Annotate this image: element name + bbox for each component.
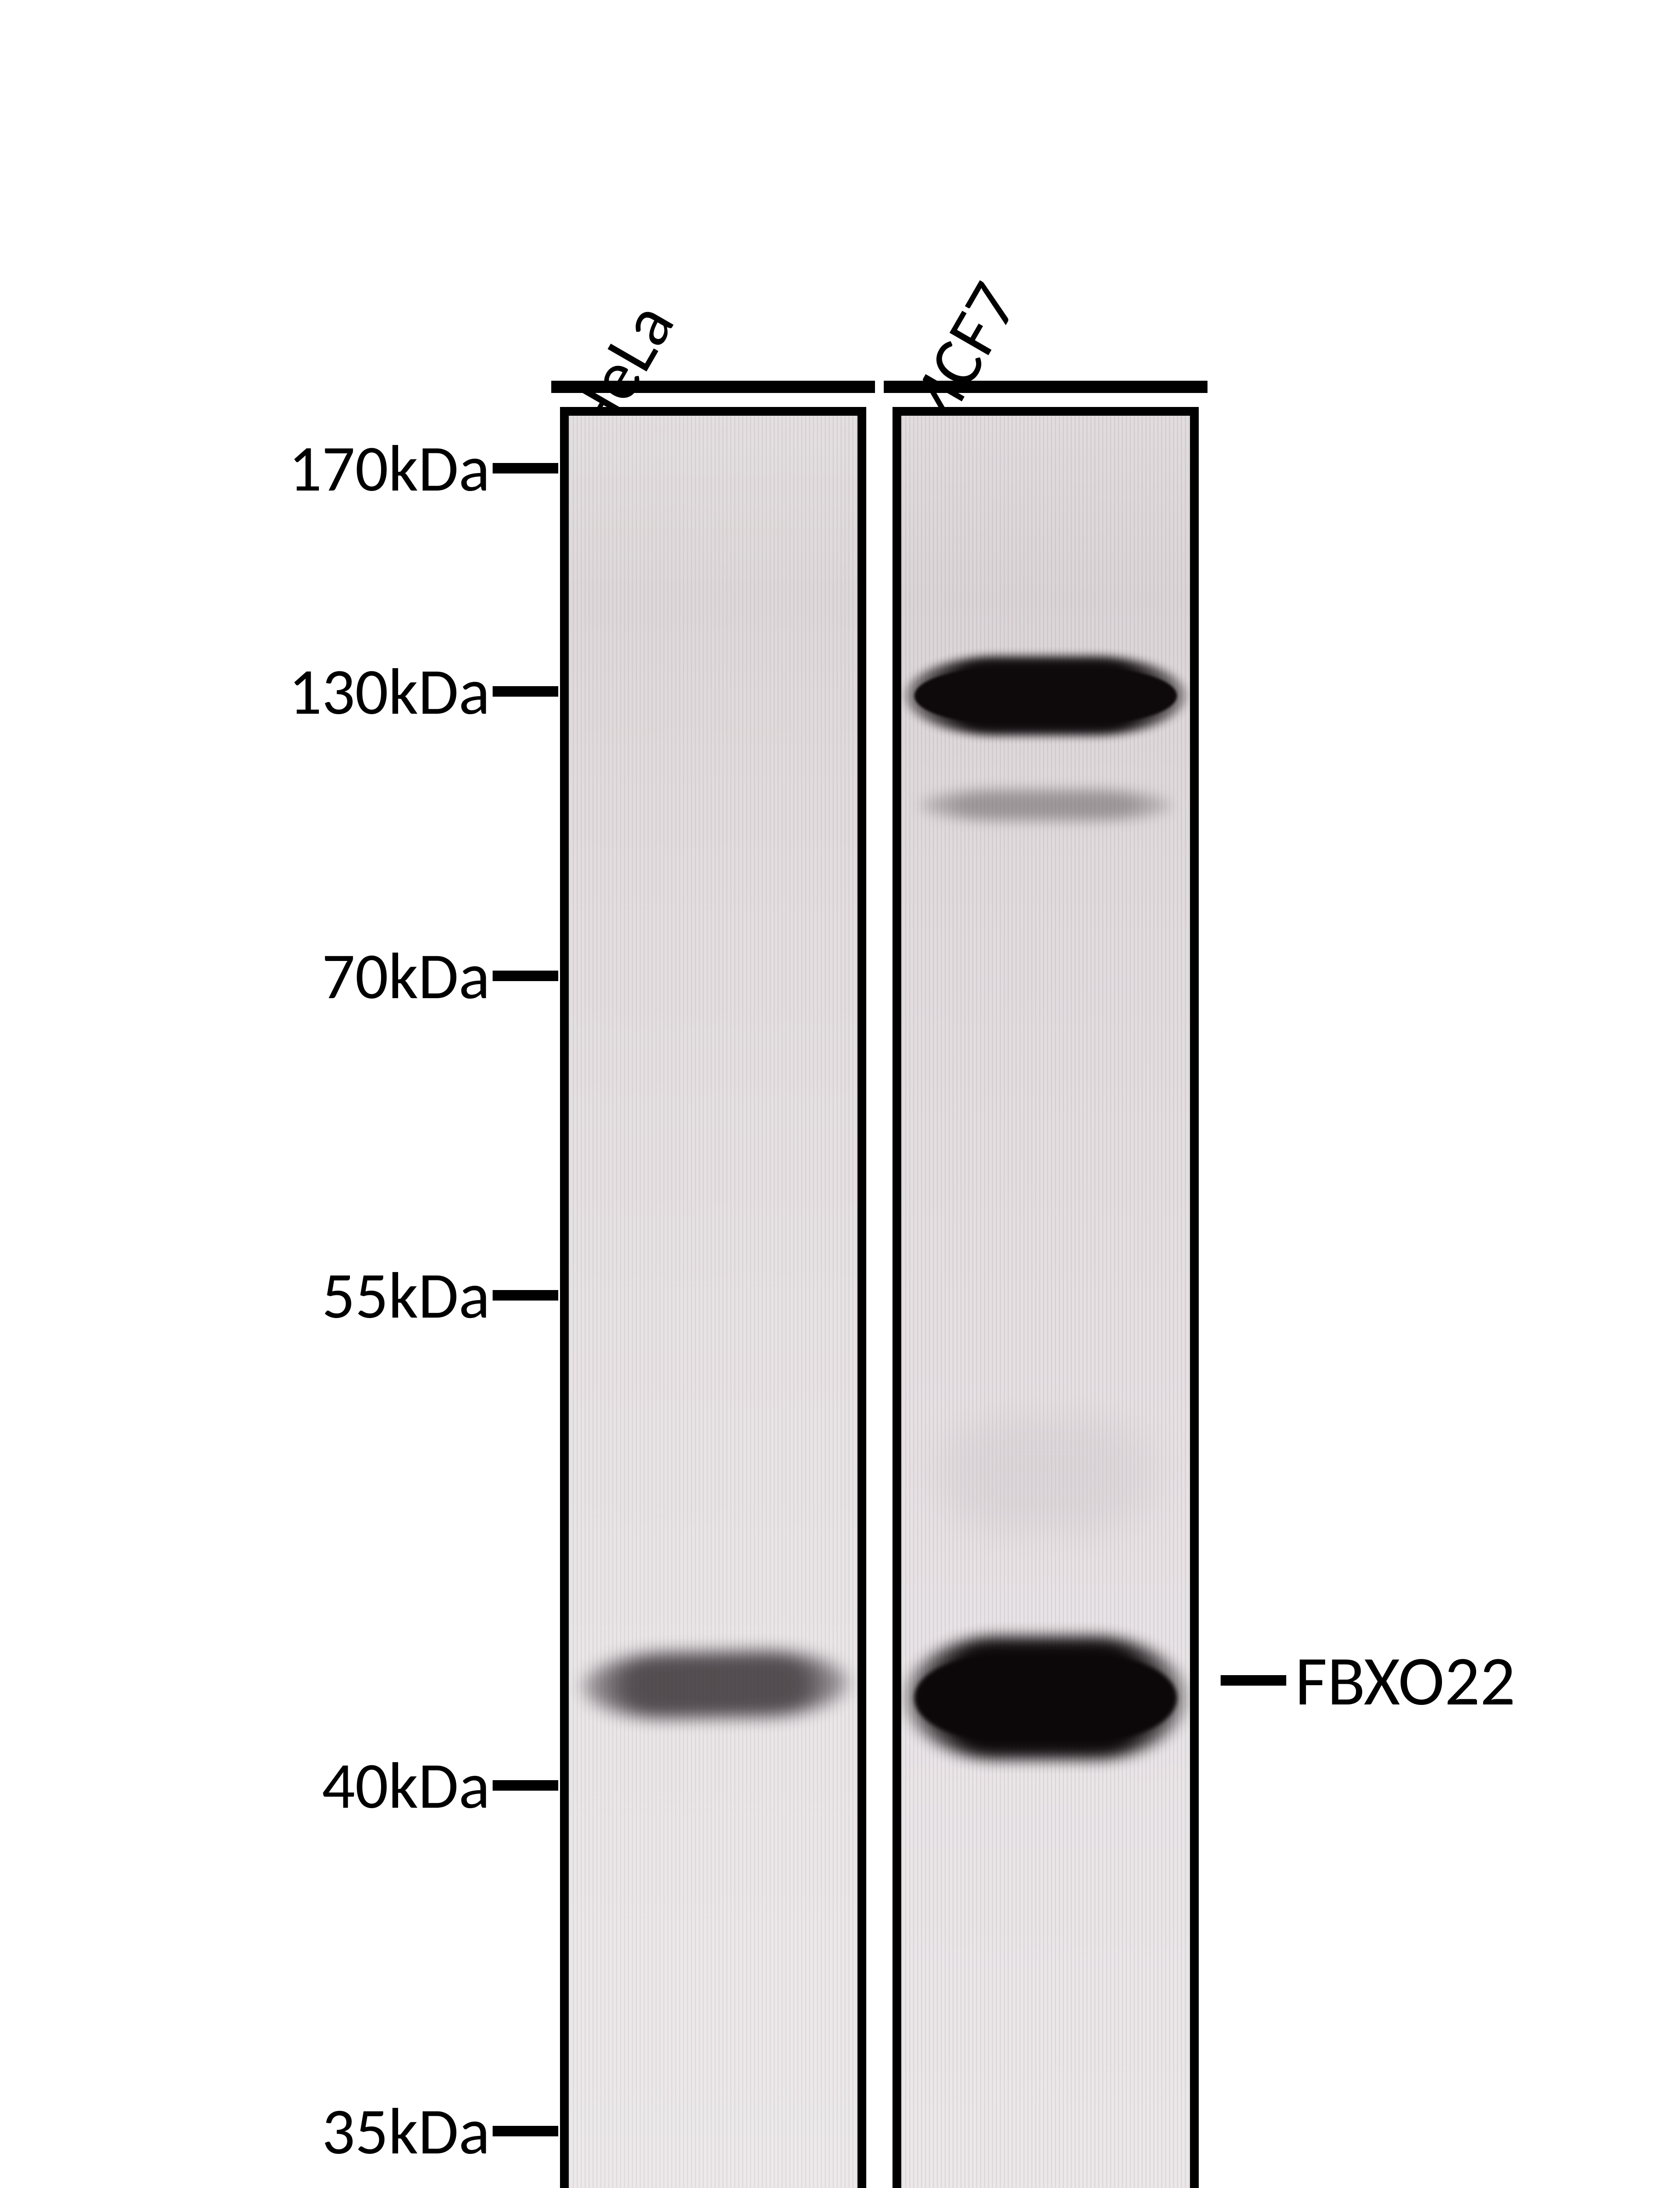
marker-row: 55kDa bbox=[0, 1262, 558, 1328]
marker-row: 35kDa bbox=[0, 2098, 558, 2164]
marker-row: 130kDa bbox=[0, 659, 558, 724]
lane-mcf7 bbox=[892, 407, 1199, 2188]
marker-row: 70kDa bbox=[0, 943, 558, 1009]
target-text: FBXO22 bbox=[1295, 1638, 1516, 1723]
band-core bbox=[914, 1655, 1177, 1741]
marker-tick bbox=[493, 1780, 558, 1791]
band-mid-smudge bbox=[928, 1418, 1164, 1532]
marker-tick bbox=[493, 971, 558, 981]
marker-label: 70kDa bbox=[0, 936, 490, 1016]
marker-label: 130kDa bbox=[0, 652, 490, 732]
marker-row: 40kDa bbox=[0, 1753, 558, 1818]
marker-label: 55kDa bbox=[0, 1255, 490, 1336]
target-tick bbox=[1221, 1675, 1286, 1686]
marker-tick bbox=[493, 686, 558, 697]
marker-label: 40kDa bbox=[0, 1746, 490, 1826]
marker-tick bbox=[493, 1290, 558, 1301]
band-FBXO22 bbox=[581, 1650, 850, 1720]
marker-tick bbox=[493, 463, 558, 473]
marker-label: 35kDa bbox=[0, 2091, 490, 2171]
lane-noise-overlay bbox=[569, 416, 858, 2188]
target-band-label: FBXO22 bbox=[1221, 1645, 1516, 1715]
band-high-mw-faint bbox=[919, 790, 1172, 820]
lane-hela bbox=[560, 407, 866, 2188]
lane-header-underline-mcf7 bbox=[884, 381, 1208, 393]
band-core bbox=[914, 668, 1177, 723]
marker-row: 170kDa bbox=[0, 435, 558, 501]
marker-label: 170kDa bbox=[0, 428, 490, 508]
lane-header-underline-hela bbox=[551, 381, 875, 393]
marker-tick bbox=[493, 2126, 558, 2136]
western-blot-figure: HeLa MCF7 170kDa130kDa70kDa55kDa40kDa35k… bbox=[0, 0, 1680, 2188]
